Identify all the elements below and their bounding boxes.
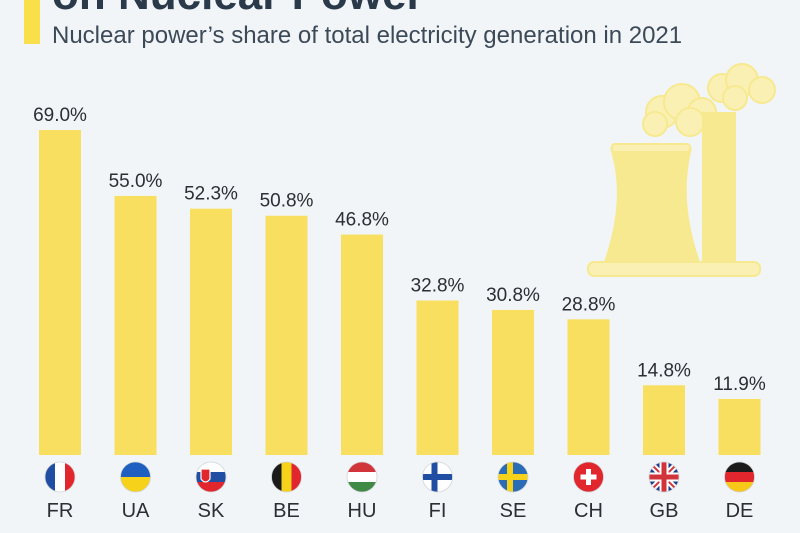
- uk-flag-icon: [648, 461, 680, 493]
- switzerland-flag-icon: [573, 461, 604, 493]
- value-label-de: 11.9%: [713, 374, 766, 395]
- category-label-be: BE: [273, 500, 300, 522]
- category-label-de: DE: [726, 500, 754, 522]
- germany-flag-icon: [724, 461, 755, 493]
- value-label-sk: 52.3%: [184, 184, 238, 205]
- bar-fr: [39, 130, 81, 455]
- bar-se: [492, 309, 534, 455]
- value-label-ua: 55.0%: [109, 171, 163, 192]
- title-accent-bar: [24, 0, 40, 44]
- finland-flag-icon: [422, 461, 453, 493]
- category-label-fi: FI: [429, 500, 447, 522]
- bar-gb: [643, 385, 685, 455]
- slovakia-flag-icon: [195, 461, 227, 493]
- value-label-se: 30.8%: [486, 285, 540, 306]
- value-label-fi: 32.8%: [411, 276, 465, 297]
- france-flag-icon: [44, 461, 76, 493]
- value-label-fr: 69.0%: [33, 105, 87, 126]
- hungary-flag-icon: [346, 461, 378, 493]
- bar-ch: [567, 319, 610, 455]
- category-label-ua: UA: [122, 500, 150, 522]
- bar-hu: [341, 234, 383, 455]
- bar-fi: [416, 300, 459, 455]
- value-label-gb: 14.8%: [637, 360, 691, 381]
- category-label-se: SE: [500, 500, 527, 522]
- bar-de: [718, 398, 761, 455]
- value-label-ch: 28.8%: [562, 294, 616, 315]
- bar-sk: [190, 208, 232, 455]
- chart-title: on Nuclear Power: [52, 0, 424, 20]
- bar-ua: [114, 195, 157, 456]
- category-label-sk: SK: [198, 500, 225, 522]
- chart-subtitle: Nuclear power’s share of total electrici…: [52, 22, 683, 49]
- category-label-gb: GB: [650, 500, 679, 522]
- nuclear-cooling-tower-icon: [587, 63, 776, 277]
- ukraine-flag-icon: [120, 461, 151, 493]
- category-label-fr: FR: [47, 500, 74, 522]
- category-label-hu: HU: [348, 500, 377, 522]
- value-label-be: 50.8%: [260, 191, 314, 212]
- category-label-ch: CH: [574, 500, 603, 522]
- sweden-flag-icon: [497, 461, 529, 493]
- value-label-hu: 46.8%: [335, 210, 389, 231]
- belgium-flag-icon: [271, 461, 302, 493]
- bar-be: [265, 215, 308, 455]
